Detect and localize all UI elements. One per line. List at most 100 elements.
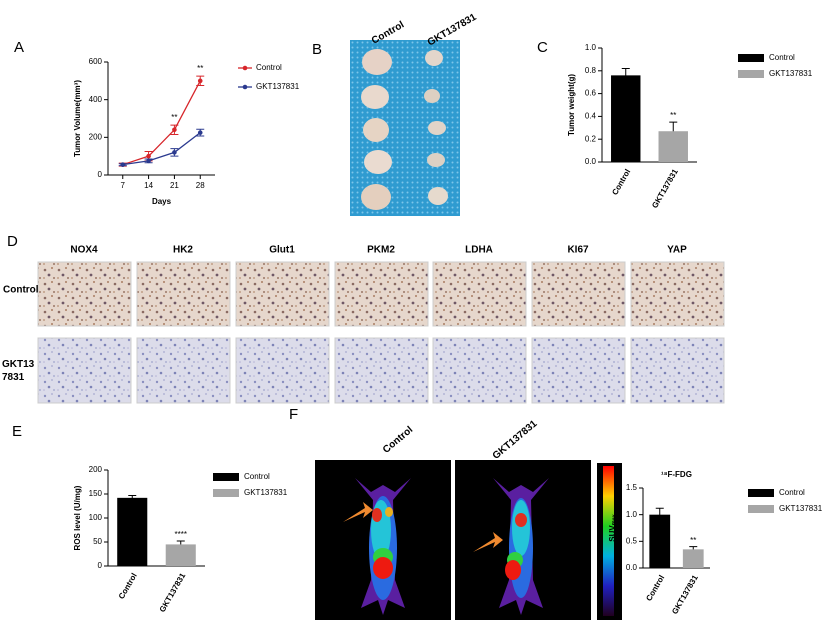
legend-swatch (748, 505, 774, 513)
column-label: Control (381, 424, 415, 455)
y-tick-label: 0.2 (585, 134, 597, 143)
stain-label: HK2 (173, 245, 193, 256)
y-tick-label: 600 (89, 57, 103, 66)
legend-label: GKT137831 (244, 488, 288, 497)
y-tick-label: 0.0 (626, 563, 638, 572)
y-tick-label: 1.0 (626, 510, 638, 519)
panel-label: A (14, 39, 24, 56)
legend-swatch (213, 489, 239, 497)
panel-label: E (12, 423, 22, 440)
point (197, 78, 203, 84)
legend-label: Control (769, 53, 795, 62)
ihc-image (630, 337, 725, 404)
y-tick-label: 400 (89, 95, 103, 104)
ihc-image (235, 261, 330, 327)
x-tick-label: 28 (196, 181, 205, 190)
series-line (122, 132, 201, 166)
y-tick-label: 0.6 (585, 89, 597, 98)
x-tick-label: GKT137831 (670, 573, 700, 616)
ihc-image (334, 337, 429, 404)
y-tick-label: 0.5 (626, 536, 638, 545)
panel-label: C (537, 39, 548, 56)
y-tick-label: 100 (89, 513, 103, 522)
column-label: GKT137831 (491, 418, 540, 462)
ihc-image (37, 337, 132, 404)
legend-label: Control (256, 63, 282, 72)
x-tick-label: Control (610, 168, 632, 197)
y-tick-label: 200 (89, 132, 103, 141)
point (146, 158, 151, 164)
y-axis-label: ROS level (U/mg) (73, 485, 82, 550)
significance: ** (690, 536, 696, 545)
legend-label: Control (779, 488, 805, 497)
significance: **** (175, 530, 187, 539)
significance: ** (171, 113, 177, 122)
point (172, 150, 177, 155)
row-label: GKT137831 (2, 359, 35, 383)
x-tick-label: GKT137831 (650, 167, 680, 210)
y-tick-label: 0.4 (585, 112, 597, 121)
point (172, 127, 177, 133)
legend-label: GKT137831 (256, 82, 300, 91)
y-axis-label: Tumor weight(g) (567, 74, 576, 136)
tumor-photo (350, 40, 460, 216)
legend-swatch (748, 489, 774, 497)
significance: ** (197, 64, 203, 73)
y-tick-label: 50 (93, 537, 102, 546)
ihc-image (432, 261, 527, 327)
legend-swatch (213, 473, 239, 481)
point (120, 162, 126, 167)
legend-marker (242, 84, 248, 90)
significance: ** (670, 111, 676, 120)
x-tick-label: 21 (170, 181, 179, 190)
y-tick-label: 0 (98, 561, 103, 570)
point (146, 153, 151, 159)
row-label: Control (3, 285, 39, 296)
y-axis-label: SUVₘₐₓ (608, 514, 617, 541)
y-tick-label: 1.0 (585, 43, 597, 52)
y-tick-label: 0 (98, 170, 103, 179)
ihc-image (37, 261, 132, 327)
y-tick-label: 1.5 (626, 483, 638, 492)
ihc-image (334, 261, 429, 327)
ihc-image (136, 337, 231, 404)
panel-label: B (312, 41, 322, 58)
pet-images (315, 460, 622, 620)
x-tick-label: Control (117, 572, 139, 601)
legend-swatch (738, 54, 764, 62)
legend-label: Control (244, 472, 270, 481)
legend-marker (242, 65, 248, 71)
y-tick-label: 150 (89, 489, 103, 498)
ihc-image (432, 337, 527, 404)
stain-label: LDHA (465, 245, 493, 256)
stain-label: Glut1 (269, 245, 295, 256)
bar (165, 544, 196, 566)
x-tick-label: 14 (144, 181, 153, 190)
stain-label: KI67 (567, 245, 589, 256)
stain-label: YAP (667, 245, 687, 256)
legend-label: GKT137831 (779, 504, 823, 513)
stain-label: NOX4 (70, 245, 98, 256)
y-tick-label: 0.8 (585, 66, 597, 75)
point (197, 130, 203, 135)
panel-label: D (7, 233, 18, 250)
stain-label: PKM2 (367, 245, 395, 256)
chart-title: ¹⁸F-FDG (661, 470, 692, 479)
y-axis-label: Tumor Volume(mm³) (73, 80, 82, 157)
bar (611, 75, 641, 162)
ihc-image (630, 261, 725, 327)
ihc-grid (37, 261, 725, 404)
y-tick-label: 0.0 (585, 157, 597, 166)
legend-swatch (738, 70, 764, 78)
ihc-image (235, 337, 330, 404)
bar (682, 549, 704, 568)
panel-label: F (289, 406, 298, 423)
legend-label: GKT137831 (769, 69, 813, 78)
x-tick-label: Control (644, 574, 666, 603)
y-tick-label: 200 (89, 465, 103, 474)
ihc-image (136, 261, 231, 327)
series-line (122, 80, 201, 166)
ihc-image (531, 337, 626, 404)
x-tick-label: 7 (121, 181, 126, 190)
